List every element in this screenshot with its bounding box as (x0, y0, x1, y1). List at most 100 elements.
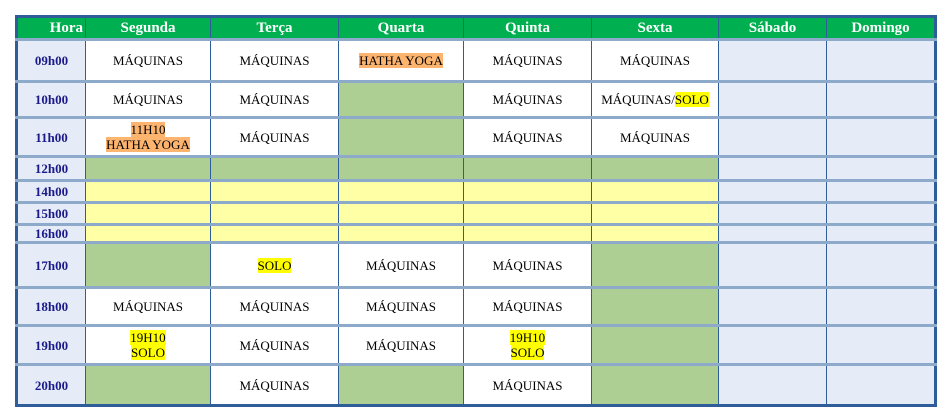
schedule-cell: MÁQUINAS (591, 116, 719, 157)
schedule-cell (338, 116, 464, 157)
table-row: 10h00 MÁQUINAS MÁQUINAS MÁQUINAS MÁQUINAS/SO… (16, 80, 936, 118)
activity-label: MÁQUINAS (492, 53, 563, 68)
activity-label: MÁQUINAS/ (601, 92, 675, 107)
table-row: 20h00 MÁQUINAS MÁQUINAS (16, 363, 936, 406)
cell-line: MÁQUINAS (464, 299, 591, 314)
schedule-cell (718, 324, 827, 365)
schedule-cell (826, 223, 936, 243)
schedule-cell (591, 241, 719, 288)
activity-label: MÁQUINAS (365, 337, 437, 353)
activity-label: MÁQUINAS (492, 92, 563, 107)
cell-line: MÁQUINAS (464, 258, 591, 273)
cell-line: SOLO (211, 257, 338, 273)
schedule-cell (85, 201, 211, 225)
schedule-cell (85, 363, 211, 406)
table-row: 16h00 (16, 223, 936, 243)
activity-label: MÁQUINAS (619, 53, 691, 68)
cell-line: SOLO (86, 345, 210, 360)
column-header: Domingo (826, 16, 936, 41)
schedule-cell (591, 223, 719, 243)
schedule-cell: MÁQUINAS (85, 286, 211, 326)
column-header: Terça (210, 16, 339, 41)
cell-line: MÁQUINAS (211, 92, 338, 107)
hour-cell: 19h00 (16, 324, 86, 365)
activity-highlight: SOLO (510, 345, 545, 360)
schedule-cell (826, 179, 936, 203)
cell-line: MÁQUINAS (211, 378, 338, 393)
activity-label: MÁQUINAS (112, 299, 184, 314)
schedule-cell: MÁQUINAS (85, 38, 211, 82)
schedule-cell: MÁQUINAS (463, 363, 592, 406)
activity-highlight: 19H10 (130, 330, 166, 345)
table-row: 12h00 (16, 155, 936, 181)
table-row: 19h00 19H10 SOLO MÁQUINAS MÁQUINAS 19H10 SOLO (16, 324, 936, 365)
cell-line: MÁQUINAS (592, 130, 718, 145)
schedule-cell: MÁQUINAS (338, 241, 464, 288)
schedule-cell (591, 324, 719, 365)
schedule-cell (338, 223, 464, 243)
activity-label: MÁQUINAS (239, 299, 310, 314)
column-header: Quarta (338, 16, 464, 41)
schedule-cell: MÁQUINAS (210, 324, 339, 365)
header-row: Hora Segunda Terça Quarta Quinta Sexta Sábado D… (16, 16, 936, 41)
activity-highlight: 11H10 (130, 122, 166, 137)
hour-cell: 10h00 (16, 80, 86, 118)
schedule-cell: MÁQUINAS (463, 116, 592, 157)
cell-line: MÁQUINAS (211, 130, 338, 145)
schedule-cell (463, 201, 592, 225)
hour-cell: 12h00 (16, 155, 86, 181)
hour-cell: 14h00 (16, 179, 86, 203)
schedule-cell (210, 201, 339, 225)
table-row: 15h00 (16, 201, 936, 225)
schedule-cell: MÁQUINAS (210, 286, 339, 326)
activity-label: MÁQUINAS (619, 129, 691, 145)
cell-line: 19H10 (464, 330, 591, 345)
schedule-cell (338, 179, 464, 203)
activity-label: MÁQUINAS (492, 129, 563, 145)
cell-line: HATHA YOGA (339, 53, 463, 68)
activity-highlight: SOLO (674, 92, 709, 107)
schedule-cell: 19H10 SOLO (85, 324, 211, 365)
cell-line: MÁQUINAS (464, 92, 591, 107)
schedule-cell: 19H10 SOLO (463, 324, 592, 365)
cell-line: MÁQUINAS (339, 299, 463, 314)
activity-label: MÁQUINAS (239, 92, 310, 107)
schedule-cell: MÁQUINAS (210, 80, 339, 118)
schedule-cell (210, 155, 339, 181)
activity-label: MÁQUINAS (112, 53, 184, 68)
hour-cell: 18h00 (16, 286, 86, 326)
column-header: Quinta (463, 16, 592, 41)
activity-label: MÁQUINAS (492, 257, 563, 273)
schedule-cell (591, 155, 719, 181)
schedule-cell (826, 324, 936, 365)
cell-line: 19H10 (86, 330, 210, 345)
schedule-cell (718, 38, 827, 82)
schedule-cell (718, 241, 827, 288)
cell-line: MÁQUINAS (211, 53, 338, 68)
cell-line: MÁQUINAS (339, 258, 463, 273)
activity-label: MÁQUINAS (365, 299, 437, 314)
cell-line: MÁQUINAS/SOLO (592, 92, 718, 107)
schedule-cell (718, 286, 827, 326)
activity-label: MÁQUINAS (492, 377, 563, 393)
schedule-cell (85, 155, 211, 181)
schedule-cell (718, 363, 827, 406)
cell-line: HATHA YOGA (86, 137, 210, 152)
schedule-cell (85, 241, 211, 288)
column-header: Hora (16, 16, 86, 41)
cell-line: MÁQUINAS (339, 338, 463, 353)
schedule-cell (210, 223, 339, 243)
schedule-cell (826, 286, 936, 326)
hour-cell: 09h00 (16, 38, 86, 82)
schedule-cell: MÁQUINAS (463, 241, 592, 288)
schedule-cell: MÁQUINAS (210, 38, 339, 82)
schedule-cell (826, 363, 936, 406)
activity-label: MÁQUINAS (365, 257, 437, 273)
cell-line: MÁQUINAS (86, 299, 210, 314)
schedule-cell (338, 155, 464, 181)
cell-line: 11H10 (86, 122, 210, 137)
schedule-cell: HATHA YOGA (338, 38, 464, 82)
schedule-cell (591, 201, 719, 225)
schedule-cell: MÁQUINAS (338, 286, 464, 326)
schedule-cell (338, 201, 464, 225)
